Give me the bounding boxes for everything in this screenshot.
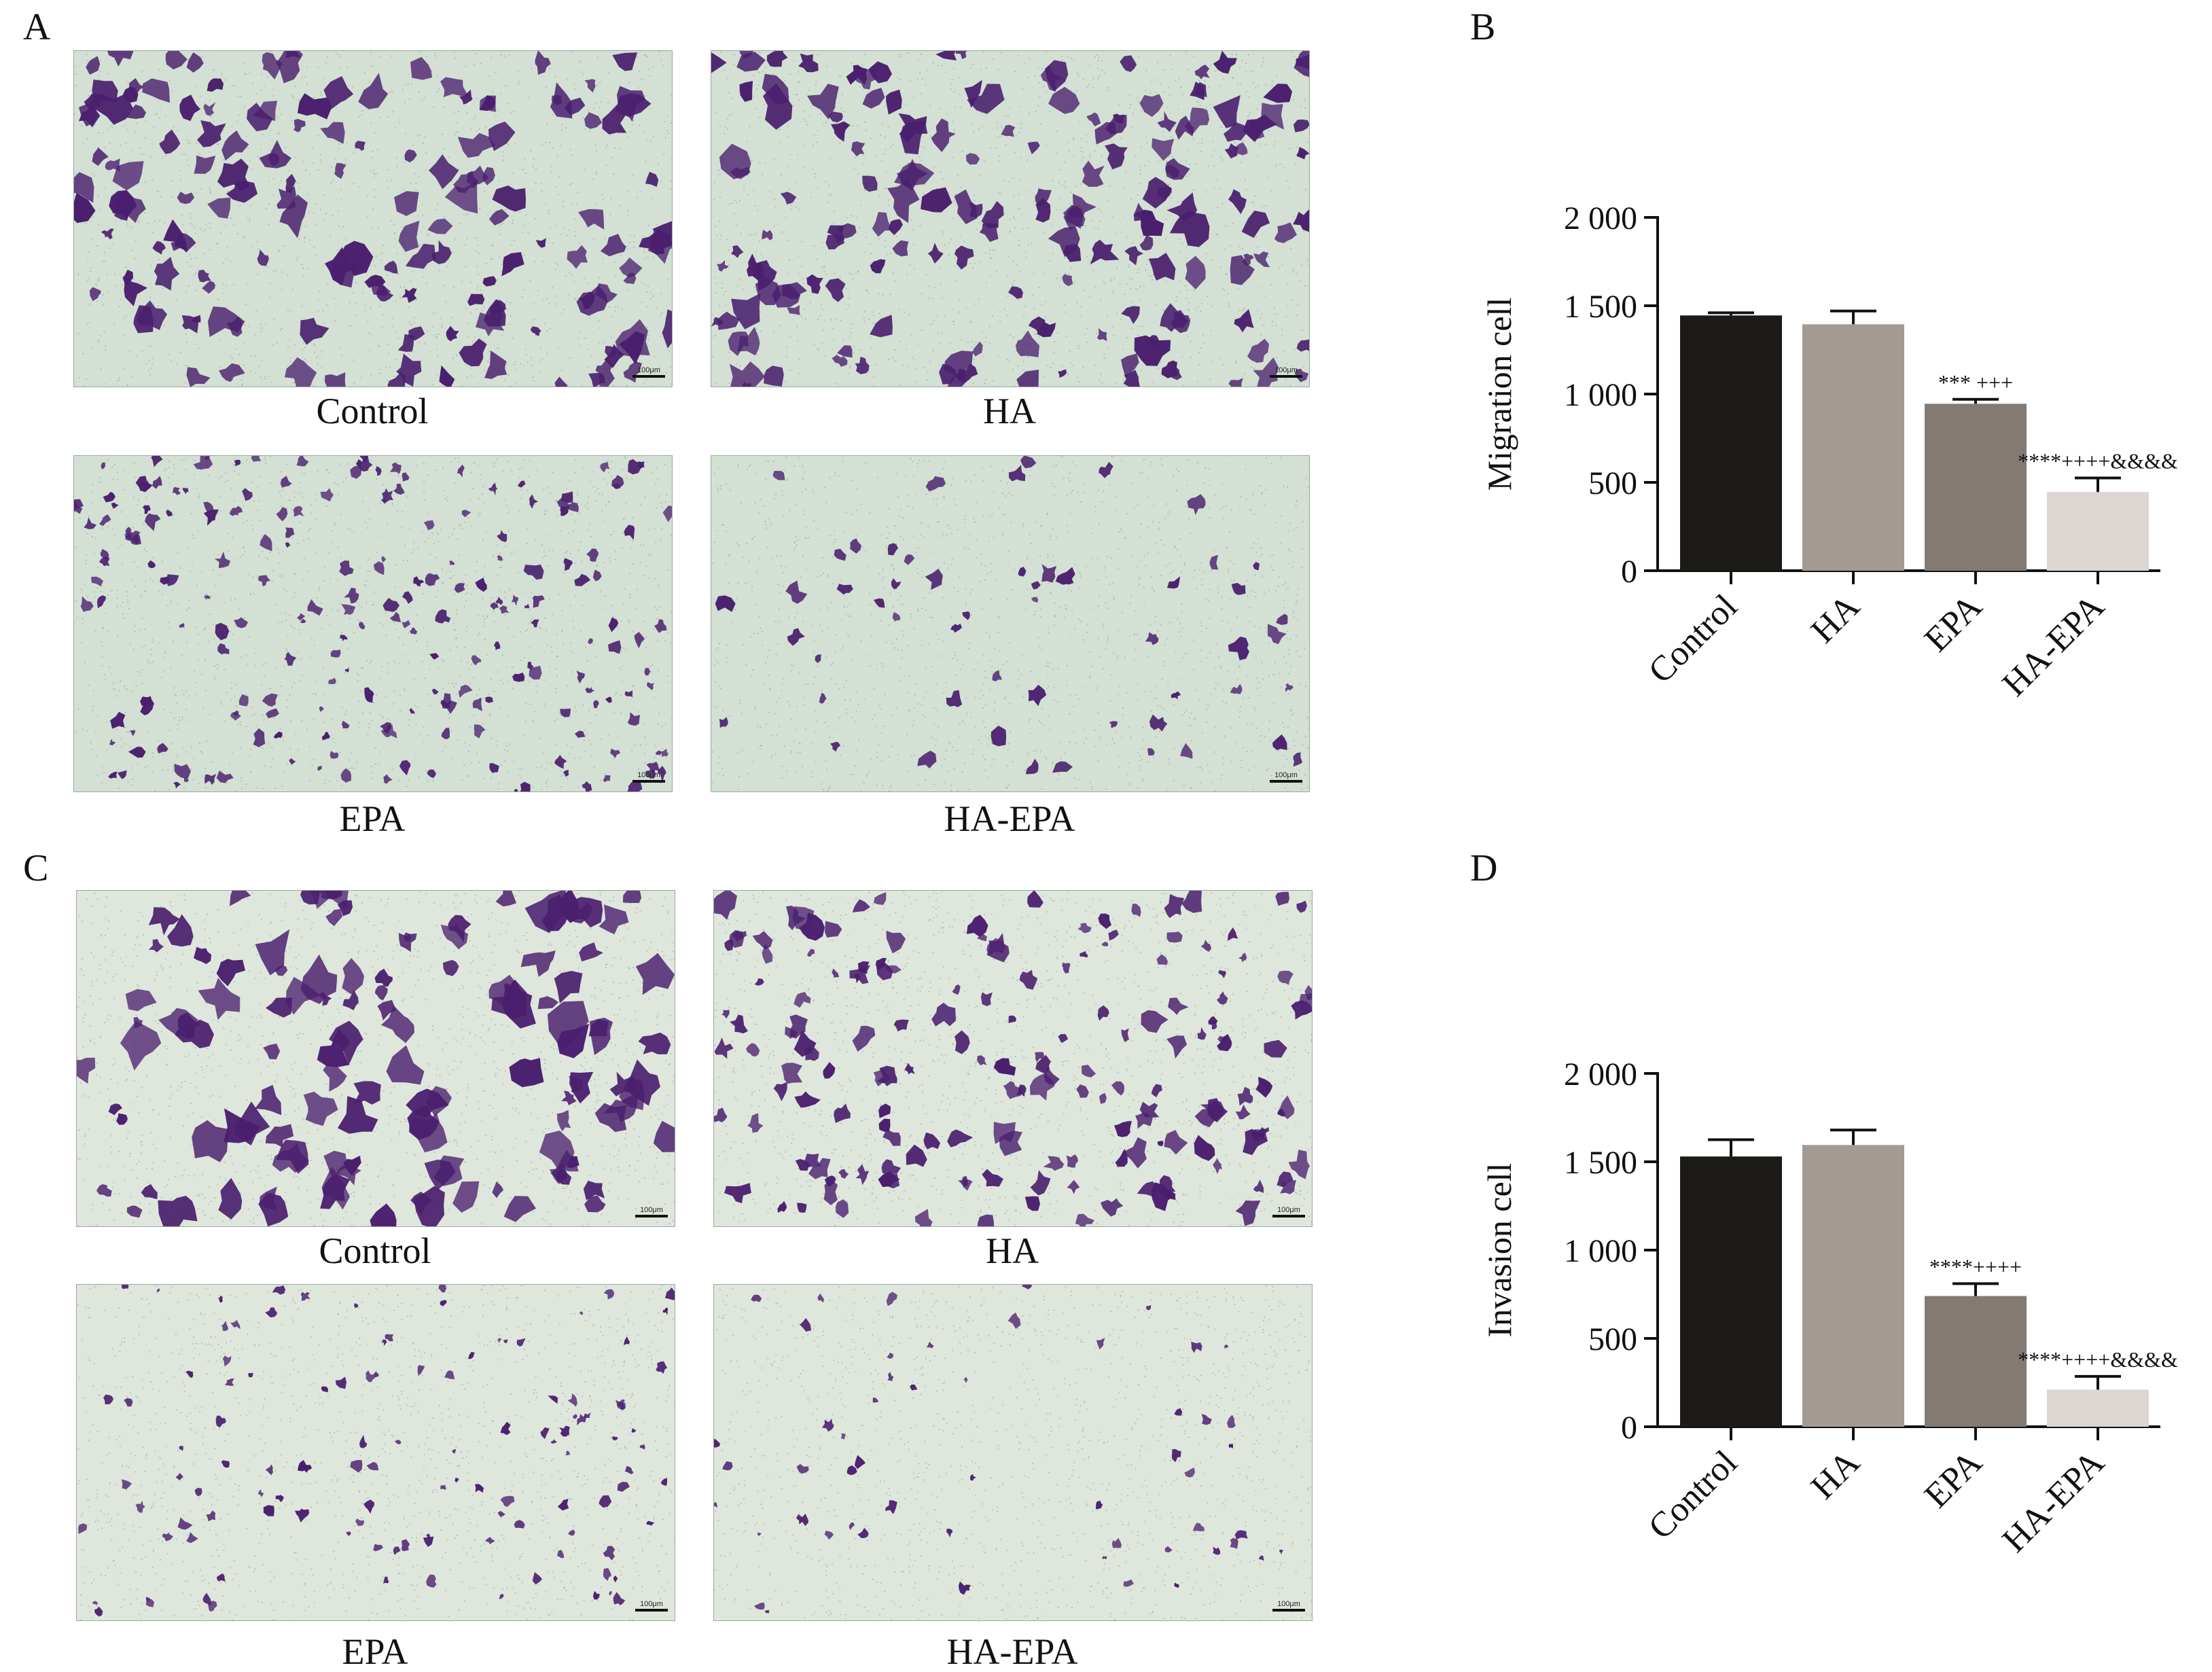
bar-epa: [1925, 1296, 2027, 1427]
x-tick-label: HA: [1804, 587, 1868, 651]
x-tick-label: HA: [1804, 1443, 1868, 1507]
scale-bar: 100μm: [1270, 771, 1302, 786]
micrograph-a-ha: 100μm: [711, 50, 1310, 387]
y-tick-label: 1 500: [1564, 1145, 1637, 1181]
significance-label: ****++++: [1929, 1254, 2022, 1279]
bar-ha-epa: [2047, 1389, 2149, 1427]
scale-bar: 100μm: [635, 1600, 668, 1615]
error-bar: [1830, 309, 1876, 325]
caption-c-control: Control: [319, 1230, 431, 1271]
caption-a-control: Control: [316, 391, 429, 431]
micrograph-a-control: 100μm: [73, 50, 673, 387]
bar-ha: [1802, 324, 1904, 571]
error-bar: [2075, 1374, 2121, 1390]
significance-label: *** +++: [1938, 370, 2013, 395]
panel-letter-c: C: [23, 847, 49, 889]
caption-c-ha-epa: HA-EPA: [946, 1631, 1078, 1672]
caption-c-epa: EPA: [342, 1631, 408, 1672]
y-tick-label: 2 000: [1564, 200, 1637, 236]
panel-letter-d: D: [1470, 847, 1498, 889]
caption-a-epa: EPA: [339, 798, 406, 839]
y-axis-label: Invasion cell: [1480, 1163, 1518, 1338]
micrograph-c-control: 100μm: [76, 890, 675, 1227]
x-tick-label: EPA: [1917, 587, 1990, 660]
scale-bar: 100μm: [632, 366, 665, 381]
scale-bar: 100μm: [1270, 366, 1302, 381]
y-tick-label: 500: [1588, 1321, 1637, 1357]
caption-a-ha-epa: HA-EPA: [944, 798, 1075, 839]
migration-bar-chart: Migration cell 0 500 1 000 1 500 2 000 Control…: [1454, 177, 2212, 761]
panel-letter-b: B: [1470, 6, 1496, 48]
micrograph-c-epa: 100μm: [76, 1284, 675, 1621]
y-tick-label: 500: [1588, 465, 1637, 501]
micrograph-a-epa: 100μm: [73, 455, 673, 792]
x-tick-label: HA-EPA: [1995, 1443, 2112, 1560]
scale-bar: 100μm: [632, 771, 665, 786]
error-bar: [1708, 311, 1754, 316]
bar-control: [1680, 315, 1782, 571]
y-axis-label: Migration cell: [1480, 298, 1518, 491]
x-tick-label: Control: [1641, 1443, 1745, 1547]
bar-ha-epa: [2047, 492, 2149, 571]
x-tick-label: HA-EPA: [1995, 587, 2112, 704]
bar-epa: [1925, 404, 2027, 571]
y-tick-label: 1 500: [1564, 289, 1637, 325]
significance-label: ****++++&&&&: [2018, 1347, 2178, 1372]
x-tick-label: EPA: [1917, 1443, 1990, 1516]
error-bar: [1830, 1128, 1876, 1145]
bar-ha: [1802, 1145, 1904, 1427]
scale-bar: 100μm: [1272, 1206, 1305, 1221]
x-tick-label: Control: [1641, 587, 1745, 691]
y-tick-label: 2 000: [1564, 1056, 1637, 1092]
scale-bar: 100μm: [1272, 1600, 1305, 1615]
micrograph-a-ha-epa: 100μm: [711, 455, 1310, 792]
error-bar: [1952, 397, 1999, 404]
caption-c-ha: HA: [986, 1230, 1039, 1271]
error-bar: [1952, 1282, 1999, 1296]
scale-bar: 100μm: [635, 1206, 668, 1221]
panel-letter-a: A: [23, 6, 51, 48]
y-tick-label: 1 000: [1564, 1233, 1637, 1269]
error-bar: [1708, 1138, 1754, 1157]
error-bar: [2075, 476, 2121, 493]
significance-label: ****++++&&&&: [2018, 449, 2178, 474]
y-tick-label: 0: [1621, 1410, 1637, 1446]
y-tick-label: 1 000: [1564, 377, 1637, 413]
y-tick-label: 0: [1621, 554, 1637, 590]
invasion-bar-chart: Invasion cell 0 500 1 000 1 500 2 000 Control H…: [1454, 1033, 2212, 1617]
micrograph-c-ha-epa: 100μm: [713, 1284, 1313, 1621]
micrograph-c-ha: 100μm: [713, 890, 1313, 1227]
bar-control: [1680, 1156, 1782, 1427]
caption-a-ha: HA: [983, 391, 1036, 431]
